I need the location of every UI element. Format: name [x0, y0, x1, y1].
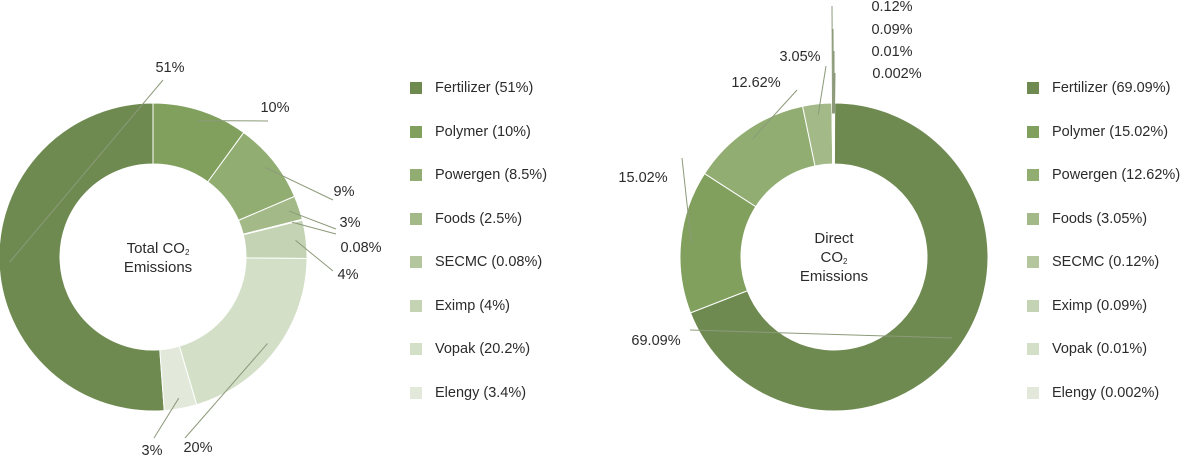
chart2-leader-elengy	[833, 72, 836, 114]
chart2-label-foods: 3.05%	[779, 49, 820, 65]
chart1-legend-item-secmc: SECMC (0.08%)	[410, 252, 542, 272]
chart1-legend-swatch-elengy	[410, 386, 422, 399]
chart2-center-label: Direct CO2 Emissions	[774, 229, 894, 286]
chart1-leader-elengy	[153, 397, 180, 439]
chart2-legend-text-eximp: Eximp (0.09%)	[1052, 297, 1148, 314]
chart1-legend-text-secmc: SECMC (0.08%)	[435, 254, 543, 270]
chart1-legend-swatch-vopak	[410, 343, 422, 355]
chart1-legend-text-foods: Foods (2.5%)	[435, 210, 523, 227]
chart2-legend-swatch-fertilizer	[1027, 82, 1039, 94]
chart2-slice-fertilizer	[689, 102, 989, 412]
chart1-legend-item-polymer: Polymer (10%)	[410, 122, 531, 142]
chart2-label-polymer: 15.02%	[618, 170, 667, 186]
chart1-leader-eximp	[295, 240, 334, 272]
chart1-label-fertilizer: 51%	[155, 60, 184, 76]
chart2-leader-fertilizer	[689, 329, 953, 339]
chart1-label-powergen: 9%	[334, 184, 355, 200]
chart2-leader-polymer	[681, 157, 692, 243]
chart1-legend-text-vopak: Vopak (20.2%)	[435, 341, 531, 357]
chart1-donut: 51% 10% 9% 3% 0.08% 4% 20% 3%	[0, 60, 382, 457]
chart1-center-line1: Total CO	[126, 240, 185, 257]
chart1-center-sub: 2	[184, 248, 190, 257]
chart1-label-polymer: 10%	[260, 100, 289, 116]
chart1-leader-vopak	[184, 343, 268, 439]
chart2-legend-text-foods: Foods (3.05%)	[1052, 210, 1148, 227]
chart2-center-line2: CO	[820, 249, 844, 266]
chart1-legend-swatch-foods	[410, 212, 422, 225]
chart2-legend-swatch-polymer	[1027, 125, 1039, 138]
chart1-label-eximp: 4%	[338, 267, 359, 283]
chart1-leader-fertilizer	[9, 79, 164, 263]
chart1-legend-item-eximp: Eximp (4%)	[410, 296, 510, 316]
chart2-legend-item-foods: Foods (3.05%)	[1027, 209, 1147, 229]
chart2-label-vopak: 0.01%	[871, 44, 912, 60]
chart2-legend-swatch-elengy	[1027, 386, 1039, 399]
chart1-legend-swatch-fertilizer	[410, 82, 422, 94]
chart2-legend-text-powergen: Powergen (12.62%)	[1052, 167, 1181, 183]
chart2-legend-text-vopak: Vopak (0.01%)	[1052, 341, 1148, 357]
chart1-slice-vopak	[178, 257, 308, 406]
chart1-legend-text-powergen: Powergen (8.5%)	[435, 167, 548, 183]
chart2-label-powergen: 12.62%	[731, 75, 780, 91]
chart2-legend-swatch-powergen	[1027, 169, 1039, 181]
chart1-legend-text-polymer: Polymer (10%)	[435, 123, 531, 140]
chart2-legend-swatch-secmc	[1027, 256, 1039, 268]
chart1-legend-item-foods: Foods (2.5%)	[410, 209, 522, 229]
chart1-center-line2: Emissions	[123, 259, 193, 276]
chart2-label-secmc: 0.12%	[871, 0, 912, 15]
chart2-legend-text-fertilizer: Fertilizer (69.09%)	[1052, 80, 1171, 96]
chart2-leader-foods	[817, 65, 827, 115]
chart2-legend-item-secmc: SECMC (0.12%)	[1027, 252, 1159, 272]
chart2-leader-powergen	[752, 89, 798, 140]
chart1-legend-item-vopak: Vopak (20.2%)	[410, 339, 530, 359]
chart1-slice-fertilizer	[0, 102, 165, 412]
chart2-legend-text-elengy: Elengy (0.002%)	[1052, 384, 1160, 401]
chart2-label-eximp: 0.09%	[871, 22, 912, 38]
chart2-center-line1: Direct	[814, 230, 854, 247]
chart2-donut: 69.09% 15.02% 12.62% 3.05% 0.12% 0.09% 0.01% 0.…	[618, 0, 989, 412]
chart2-legend-item-powergen: Powergen (12.62%)	[1027, 165, 1180, 185]
chart1-label-elengy: 3%	[142, 443, 163, 457]
chart1-leader-powergen	[265, 167, 334, 201]
chart1-legend-item-fertilizer: Fertilizer (51%)	[410, 78, 533, 98]
chart2-legend-item-polymer: Polymer (15.02%)	[1027, 122, 1168, 142]
chart1-label-secmc: 0.08%	[340, 240, 381, 256]
chart1-label-vopak: 20%	[183, 440, 212, 456]
chart1-legend-item-elengy: Elengy (3.4%)	[410, 383, 526, 403]
chart1-legend-item-powergen: Powergen (8.5%)	[410, 165, 547, 185]
chart1-legend-text-fertilizer: Fertilizer (51%)	[435, 80, 534, 96]
chart2-center-line3: Emissions	[799, 268, 869, 285]
chart1-slice-elengy	[159, 345, 198, 412]
chart2-legend-item-vopak: Vopak (0.01%)	[1027, 339, 1147, 359]
chart1-leader-foods	[288, 210, 337, 230]
chart1-legend-swatch-polymer	[410, 125, 422, 138]
chart2-legend-item-fertilizer: Fertilizer (69.09%)	[1027, 78, 1170, 98]
chart1-center-label: Total CO2 Emissions	[98, 239, 218, 277]
chart2-legend-item-elengy: Elengy (0.002%)	[1027, 383, 1159, 403]
chart1-legend-text-eximp: Eximp (4%)	[435, 297, 510, 314]
chart2-label-fertilizer: 69.09%	[631, 333, 680, 349]
chart1-leader-secmc	[292, 221, 337, 235]
chart2-legend-item-eximp: Eximp (0.09%)	[1027, 296, 1147, 316]
chart2-leader-secmc	[831, 5, 834, 114]
chart1-legend-swatch-powergen	[410, 169, 422, 181]
chart2-legend-text-polymer: Polymer (15.02%)	[1052, 123, 1169, 140]
chart2-legend-swatch-vopak	[1027, 343, 1039, 355]
chart2-label-elengy: 0.002%	[872, 66, 921, 82]
chart2-legend-text-secmc: SECMC (0.12%)	[1052, 254, 1160, 270]
chart2-legend-swatch-eximp	[1027, 299, 1039, 312]
chart1-label-foods: 3%	[340, 215, 361, 231]
chart1-legend-swatch-eximp	[410, 299, 422, 312]
chart2-center-sub: 2	[843, 257, 848, 266]
chart1-legend-text-elengy: Elengy (3.4%)	[435, 384, 527, 401]
chart2-legend-swatch-foods	[1027, 212, 1039, 225]
chart1-legend-swatch-secmc	[410, 256, 422, 268]
